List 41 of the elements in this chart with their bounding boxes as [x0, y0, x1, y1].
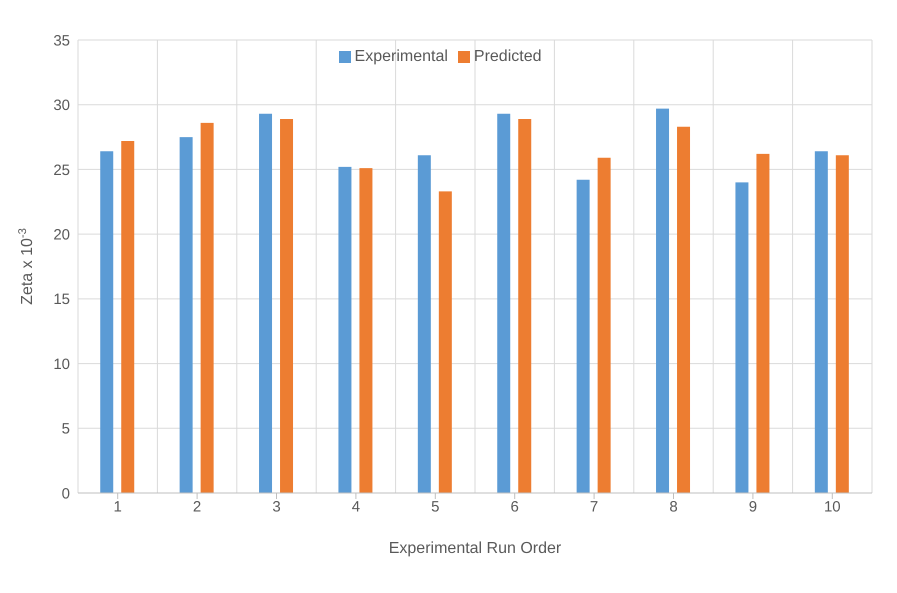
bar [121, 140, 134, 493]
legend-label: Predicted [474, 48, 542, 65]
x-tick-label: 10 [824, 498, 841, 516]
bar [518, 118, 532, 493]
bar [656, 108, 670, 493]
y-tick-label: 10 [53, 356, 70, 373]
bar [677, 126, 690, 493]
bar [418, 155, 431, 493]
x-tick-label: 1 [114, 498, 122, 516]
legend-label: Experimental [354, 48, 448, 65]
y-tick-label: 25 [53, 162, 70, 179]
bar [735, 182, 748, 493]
bar [814, 151, 828, 493]
x-axis-title: Experimental Run Order [388, 540, 562, 557]
x-tick-label: 7 [590, 498, 598, 516]
x-tick-label: 5 [431, 498, 440, 516]
y-tick-label: 5 [62, 420, 70, 438]
y-tick-label: 15 [53, 291, 70, 308]
bar [598, 158, 611, 493]
bar [338, 166, 352, 493]
bar [836, 155, 849, 493]
y-tick-label: 0 [62, 485, 70, 502]
x-tick-label: 4 [352, 498, 360, 516]
bar [756, 154, 770, 493]
y-tick-label: 30 [53, 97, 70, 114]
bar [438, 191, 452, 493]
bar [359, 168, 372, 493]
x-tick-label: 3 [272, 498, 281, 516]
bar [180, 137, 193, 493]
bar [259, 114, 272, 493]
bar [576, 180, 590, 493]
x-tick-label: 9 [748, 498, 758, 516]
bar [280, 118, 294, 493]
y-tick-label: 20 [53, 226, 70, 244]
x-tick-label: 2 [192, 498, 202, 516]
bar [100, 151, 114, 493]
y-tick-label: 35 [53, 32, 70, 50]
x-tick-label: 6 [510, 498, 519, 516]
bar [497, 114, 510, 493]
bar [200, 122, 214, 493]
x-tick-label: 8 [669, 498, 678, 516]
